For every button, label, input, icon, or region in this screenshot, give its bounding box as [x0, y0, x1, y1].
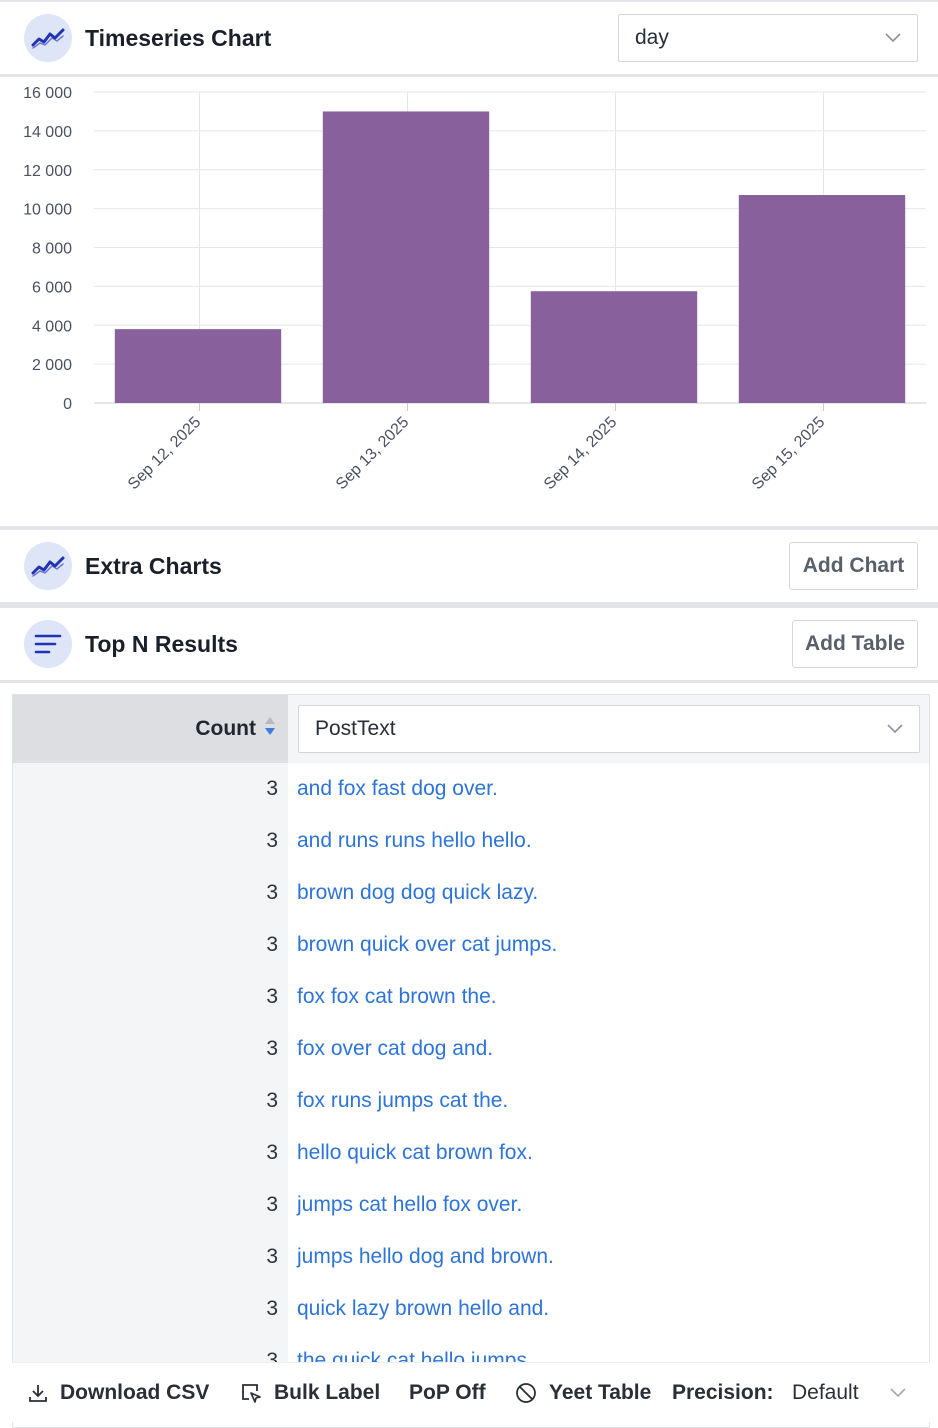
table-row: 3 quick lazy brown hello and. [13, 1283, 929, 1335]
posttext-select-value: PostText [315, 717, 396, 740]
trend-line-icon [24, 542, 72, 590]
count-cell: 3 [13, 971, 288, 1023]
table-header: Count PostText [13, 695, 929, 763]
posttext-link[interactable]: brown quick over cat jumps. [288, 919, 929, 971]
header-divider [0, 74, 938, 77]
interval-select[interactable]: day [618, 14, 918, 62]
yeet-table-label: Yeet Table [549, 1381, 652, 1404]
y-tick-label: 12 000 [23, 163, 72, 180]
count-cell: 3 [13, 1075, 288, 1127]
top-n-title: Top N Results [85, 630, 238, 657]
download-icon [29, 1385, 47, 1402]
count-cell: 3 [13, 815, 288, 867]
table-row: 3 fox runs jumps cat the. [13, 1075, 929, 1127]
y-tick-label: 4 000 [32, 318, 72, 335]
precision-label: Precision: [672, 1381, 774, 1404]
table-footer-toolbar: Download CSV Bulk Label PoP Off Yeet Tab… [12, 1362, 930, 1422]
y-tick-label: 16 000 [23, 85, 72, 102]
trend-line-icon [24, 14, 72, 62]
x-tick-label: Sep 14, 2025 [541, 414, 620, 493]
timeseries-bar-chart: 0 2 000 4 000 6 000 8 000 10 000 12 000 14 000 1… [23, 85, 926, 493]
chevron-down-icon [887, 724, 903, 734]
count-cell: 3 [13, 1023, 288, 1075]
section-divider [0, 680, 938, 683]
count-header-label: Count [195, 717, 256, 740]
extra-charts-title: Extra Charts [85, 552, 222, 579]
section-divider [0, 602, 938, 608]
download-csv-button[interactable]: Download CSV [28, 1363, 209, 1423]
table-row: 3 jumps cat hello fox over. [13, 1179, 929, 1231]
add-chart-button[interactable]: Add Chart [789, 542, 918, 590]
extra-charts-header: Extra Charts [0, 530, 938, 602]
count-column-header[interactable]: Count [13, 695, 288, 763]
count-cell: 3 [13, 763, 288, 815]
posttext-link[interactable]: and runs runs hello hello. [288, 815, 929, 867]
bar [738, 195, 906, 403]
posttext-link[interactable]: jumps cat hello fox over. [288, 1179, 929, 1231]
top-divider [0, 0, 938, 2]
count-cell: 3 [13, 1283, 288, 1335]
timeseries-title: Timeseries Chart [85, 24, 272, 51]
table-row: 3 fox fox cat brown the. [13, 971, 929, 1023]
precision-select[interactable]: Default [792, 1363, 920, 1423]
posttext-link[interactable]: fox fox cat brown the. [288, 971, 929, 1023]
list-lines-icon [24, 620, 72, 668]
add-table-button[interactable]: Add Table [792, 620, 918, 668]
bulk-label-button[interactable]: Bulk Label [241, 1363, 380, 1423]
y-tick-label: 10 000 [23, 202, 72, 219]
pop-off-toggle[interactable]: PoP Off [409, 1381, 486, 1404]
posttext-link[interactable]: jumps hello dog and brown. [288, 1231, 929, 1283]
posttext-link[interactable]: fox runs jumps cat the. [288, 1075, 929, 1127]
precision-value: Default [792, 1381, 859, 1404]
section-divider [0, 526, 938, 530]
top-n-header: Top N Results [0, 608, 938, 680]
y-tick-label: 2 000 [32, 357, 72, 374]
ban-icon [516, 1383, 536, 1403]
count-cell: 3 [13, 919, 288, 971]
bar [322, 111, 490, 403]
table-row: 3 jumps hello dog and brown. [13, 1231, 929, 1283]
table-row: 3 hello quick cat brown fox. [13, 1127, 929, 1179]
bar [530, 291, 698, 403]
count-cell: 3 [13, 1179, 288, 1231]
interval-select-value: day [635, 26, 669, 49]
select-cursor-icon [242, 1383, 261, 1403]
x-tick-label: Sep 12, 2025 [125, 414, 204, 493]
posttext-column-select[interactable]: PostText [298, 705, 920, 753]
sort-icon[interactable] [264, 716, 276, 742]
chevron-down-icon [890, 1388, 906, 1398]
y-tick-label: 0 [63, 396, 72, 413]
y-tick-label: 8 000 [32, 241, 72, 258]
bar [114, 329, 282, 403]
x-tick-label: Sep 13, 2025 [333, 414, 412, 493]
chevron-down-icon [885, 33, 901, 43]
posttext-link[interactable]: brown dog dog quick lazy. [288, 867, 929, 919]
table-body: 3 and fox fast dog over. 3 and runs runs he… [13, 763, 929, 1387]
posttext-link[interactable]: and fox fast dog over. [288, 763, 929, 815]
table-row: 3 fox over cat dog and. [13, 1023, 929, 1075]
timeseries-header: Timeseries Chart [0, 2, 938, 74]
x-tick-label: Sep 15, 2025 [749, 414, 828, 493]
table-row: 3 and fox fast dog over. [13, 763, 929, 815]
y-tick-label: 14 000 [23, 124, 72, 141]
posttext-link[interactable]: hello quick cat brown fox. [288, 1127, 929, 1179]
count-cell: 3 [13, 867, 288, 919]
count-cell: 3 [13, 1231, 288, 1283]
posttext-link[interactable]: quick lazy brown hello and. [288, 1283, 929, 1335]
yeet-table-button[interactable]: Yeet Table [515, 1363, 651, 1423]
y-tick-label: 6 000 [32, 279, 72, 296]
posttext-column-header: PostText [288, 695, 929, 763]
table-row: 3 brown quick over cat jumps. [13, 919, 929, 971]
download-csv-label: Download CSV [60, 1381, 210, 1404]
posttext-link[interactable]: fox over cat dog and. [288, 1023, 929, 1075]
table-row: 3 and runs runs hello hello. [13, 815, 929, 867]
count-cell: 3 [13, 1127, 288, 1179]
top-n-table: Count PostText 3 and fox fast dog over. 3 a… [12, 694, 930, 1428]
table-row: 3 brown dog dog quick lazy. [13, 867, 929, 919]
bulk-label-label: Bulk Label [274, 1381, 381, 1404]
